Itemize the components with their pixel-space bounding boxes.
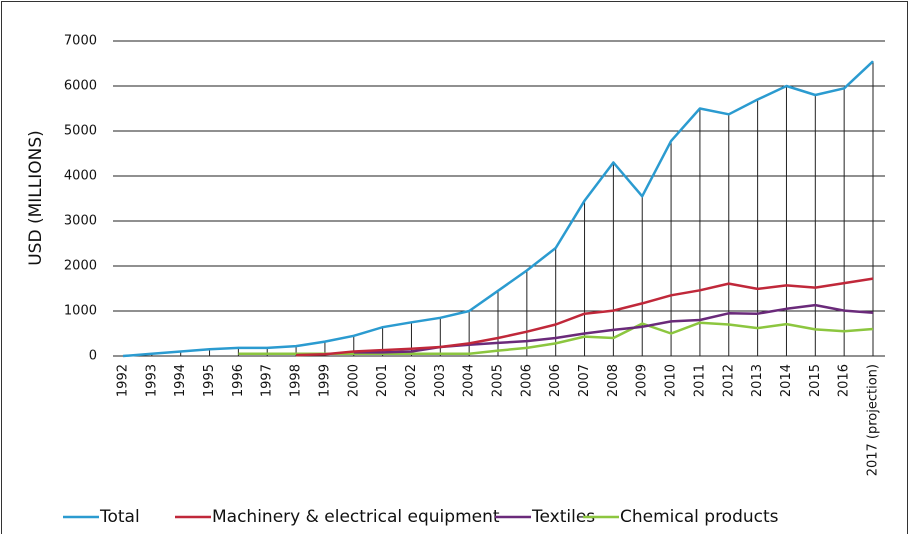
y-tick-label: 4000 bbox=[64, 169, 97, 184]
x-tick-label: 2005 bbox=[491, 364, 506, 397]
legend-label: Total bbox=[99, 507, 140, 527]
x-tick-label: 2016 bbox=[837, 364, 852, 397]
x-tick-label: 2003 bbox=[433, 364, 448, 397]
x-tick-label: 1999 bbox=[317, 364, 332, 397]
legend-label: Chemical products bbox=[620, 507, 779, 527]
x-tick-label: 2010 bbox=[664, 364, 679, 397]
x-tick-label: 2013 bbox=[750, 364, 765, 397]
x-tick-label: 2007 bbox=[577, 364, 592, 397]
x-tick-label: 1997 bbox=[260, 364, 275, 397]
x-tick-label: 1998 bbox=[289, 364, 304, 397]
x-tick-label: 2006 bbox=[548, 364, 563, 397]
y-tick-label: 5000 bbox=[64, 124, 97, 139]
x-tick-label: 1993 bbox=[144, 364, 159, 397]
series-line bbox=[238, 321, 874, 356]
x-tick-label: 2004 bbox=[462, 364, 477, 397]
x-tick-label: 1992 bbox=[116, 364, 131, 397]
y-tick-label: 2000 bbox=[64, 259, 97, 274]
x-tick-label: 2008 bbox=[606, 364, 621, 397]
x-tick-label: 2015 bbox=[808, 364, 823, 397]
x-tick-label: 2001 bbox=[375, 364, 390, 397]
x-tick-label: 2017 (projection) bbox=[866, 364, 881, 476]
y-tick-label: 6000 bbox=[64, 79, 97, 94]
series-line bbox=[122, 60, 874, 358]
x-tick-label: 2014 bbox=[779, 364, 794, 397]
x-tick-label: 2009 bbox=[635, 364, 650, 397]
y-tick-label: 0 bbox=[89, 349, 97, 364]
x-tick-label: 2011 bbox=[692, 364, 707, 397]
x-tick-label: 1995 bbox=[202, 364, 217, 397]
x-tick-label: 1996 bbox=[231, 364, 246, 397]
x-tick-label: 2012 bbox=[721, 364, 736, 397]
legend-label: Machinery & electrical equipment bbox=[212, 507, 500, 527]
x-tick-label: 2000 bbox=[346, 364, 361, 397]
legend-label: Textiles bbox=[531, 507, 595, 527]
y-tick-label: 1000 bbox=[64, 304, 97, 319]
x-tick-label: 1994 bbox=[173, 364, 188, 397]
series-line bbox=[296, 277, 874, 357]
y-tick-label: 3000 bbox=[64, 214, 97, 229]
x-tick-label: 2006 bbox=[519, 364, 534, 397]
y-axis-label: USD (MILLIONS) bbox=[26, 130, 46, 266]
x-tick-label: 2002 bbox=[404, 364, 419, 397]
y-tick-label: 7000 bbox=[64, 34, 97, 49]
